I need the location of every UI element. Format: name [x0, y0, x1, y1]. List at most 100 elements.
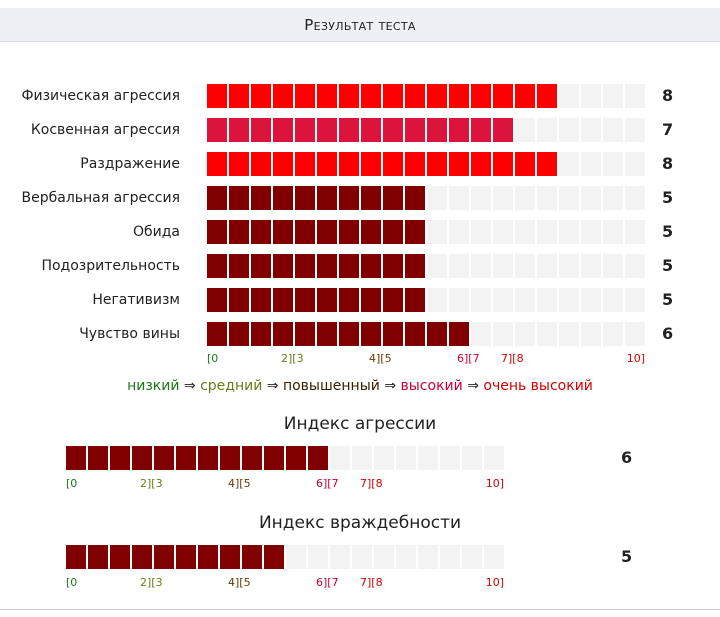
bar-cell-filled: [361, 288, 381, 312]
bar-cell-empty: [537, 220, 557, 244]
bar-cell-empty: [484, 545, 504, 569]
bar-cell-filled: [449, 84, 469, 108]
bar-cell-filled: [251, 322, 271, 346]
scale-row: Чувство вины 6: [0, 322, 720, 346]
bar-cell-filled: [110, 446, 130, 470]
scale-label: Обида: [132, 224, 180, 240]
bar-cell-filled: [132, 446, 152, 470]
score-bar: [207, 84, 645, 108]
bar-cell-filled: [273, 186, 293, 210]
bar-cell-empty: [559, 118, 579, 142]
score-bar: [207, 288, 645, 312]
score-bar: [207, 118, 645, 142]
bar-cell-filled: [537, 84, 557, 108]
bar-cell-filled: [383, 118, 403, 142]
bar-cell-filled: [317, 254, 337, 278]
bar-cell-filled: [229, 84, 249, 108]
bar-cell-filled: [251, 220, 271, 244]
aggression-index-title: Индекс агрессии: [283, 414, 437, 434]
scale-tick-label: 6][7: [316, 477, 339, 490]
scale-ticks: [0 2][3 4][5 6][7 7][8 10]: [207, 352, 647, 366]
scale-tick-label: 4][5: [369, 352, 392, 365]
bar-cell-filled: [207, 152, 227, 176]
bar-cell-filled: [229, 118, 249, 142]
bar-cell-empty: [537, 322, 557, 346]
bar-cell-filled: [154, 446, 174, 470]
bar-cell-filled: [339, 322, 359, 346]
legend-arrow: ⇒: [183, 378, 196, 394]
scale-row: Обида 5: [0, 220, 720, 244]
scale-tick-label: 4][5: [228, 477, 251, 490]
score-value: 5: [662, 188, 674, 207]
bar-cell-empty: [330, 545, 350, 569]
scale-row: Физическая агрессия 8: [0, 84, 720, 108]
bar-cell-filled: [220, 545, 240, 569]
bar-cell-empty: [625, 152, 645, 176]
bar-cell-empty: [603, 84, 623, 108]
hostility-index-bar: [66, 545, 504, 569]
bar-cell-filled: [449, 152, 469, 176]
bar-cell-filled: [405, 84, 425, 108]
bar-cell-filled: [383, 220, 403, 244]
bar-cell-empty: [471, 254, 491, 278]
bar-cell-filled: [273, 118, 293, 142]
bar-cell-filled: [88, 545, 108, 569]
bar-cell-filled: [66, 545, 86, 569]
bar-cell-empty: [427, 288, 447, 312]
bar-cell-filled: [220, 446, 240, 470]
bar-cell-filled: [207, 322, 227, 346]
bar-cell-filled: [251, 254, 271, 278]
bar-cell-empty: [440, 446, 460, 470]
bar-cell-filled: [427, 118, 447, 142]
score-bar: [207, 186, 645, 210]
bar-cell-filled: [198, 545, 218, 569]
score-value: 5: [662, 290, 674, 309]
bar-cell-empty: [352, 545, 372, 569]
scale-row: Вербальная агрессия 5: [0, 186, 720, 210]
bar-cell-filled: [427, 152, 447, 176]
bar-cell-empty: [515, 220, 535, 244]
bar-cell-empty: [449, 220, 469, 244]
bar-cell-filled: [251, 288, 271, 312]
bar-cell-filled: [405, 254, 425, 278]
bar-cell-filled: [383, 288, 403, 312]
bar-cell-empty: [493, 254, 513, 278]
bar-cell-filled: [317, 322, 337, 346]
bar-cell-empty: [559, 322, 579, 346]
scale-tick-label: 2][3: [140, 576, 163, 589]
bar-cell-filled: [295, 220, 315, 244]
bar-cell-filled: [471, 152, 491, 176]
scale-row: Негативизм 5: [0, 288, 720, 312]
bar-cell-filled: [361, 220, 381, 244]
bar-cell-filled: [317, 84, 337, 108]
scale-tick-label: 10]: [626, 352, 645, 365]
bar-cell-filled: [427, 322, 447, 346]
hostility-index-title: Индекс враждебности: [258, 513, 462, 533]
score-value: 8: [662, 86, 674, 105]
bar-cell-filled: [383, 322, 403, 346]
bar-cell-filled: [251, 118, 271, 142]
bar-cell-filled: [295, 84, 315, 108]
bar-cell-empty: [374, 545, 394, 569]
bar-cell-filled: [229, 254, 249, 278]
bar-cell-filled: [273, 152, 293, 176]
bar-cell-filled: [295, 254, 315, 278]
score-value: 5: [662, 256, 674, 275]
bar-cell-filled: [383, 84, 403, 108]
bar-cell-filled: [229, 288, 249, 312]
aggression-index-bar: [66, 446, 504, 470]
bar-cell-filled: [493, 84, 513, 108]
bar-cell-filled: [361, 152, 381, 176]
bar-cell-filled: [207, 118, 227, 142]
bar-cell-filled: [251, 84, 271, 108]
scale-label: Косвенная агрессия: [30, 122, 180, 138]
bar-cell-filled: [295, 186, 315, 210]
scale-tick-label: 10]: [485, 576, 504, 589]
bar-cell-filled: [339, 118, 359, 142]
bar-cell-empty: [625, 118, 645, 142]
bar-cell-filled: [383, 152, 403, 176]
scale-tick-label: 7][8: [360, 477, 383, 490]
hostility-index-value: 5: [621, 547, 633, 566]
bar-cell-empty: [493, 220, 513, 244]
bar-cell-empty: [603, 152, 623, 176]
